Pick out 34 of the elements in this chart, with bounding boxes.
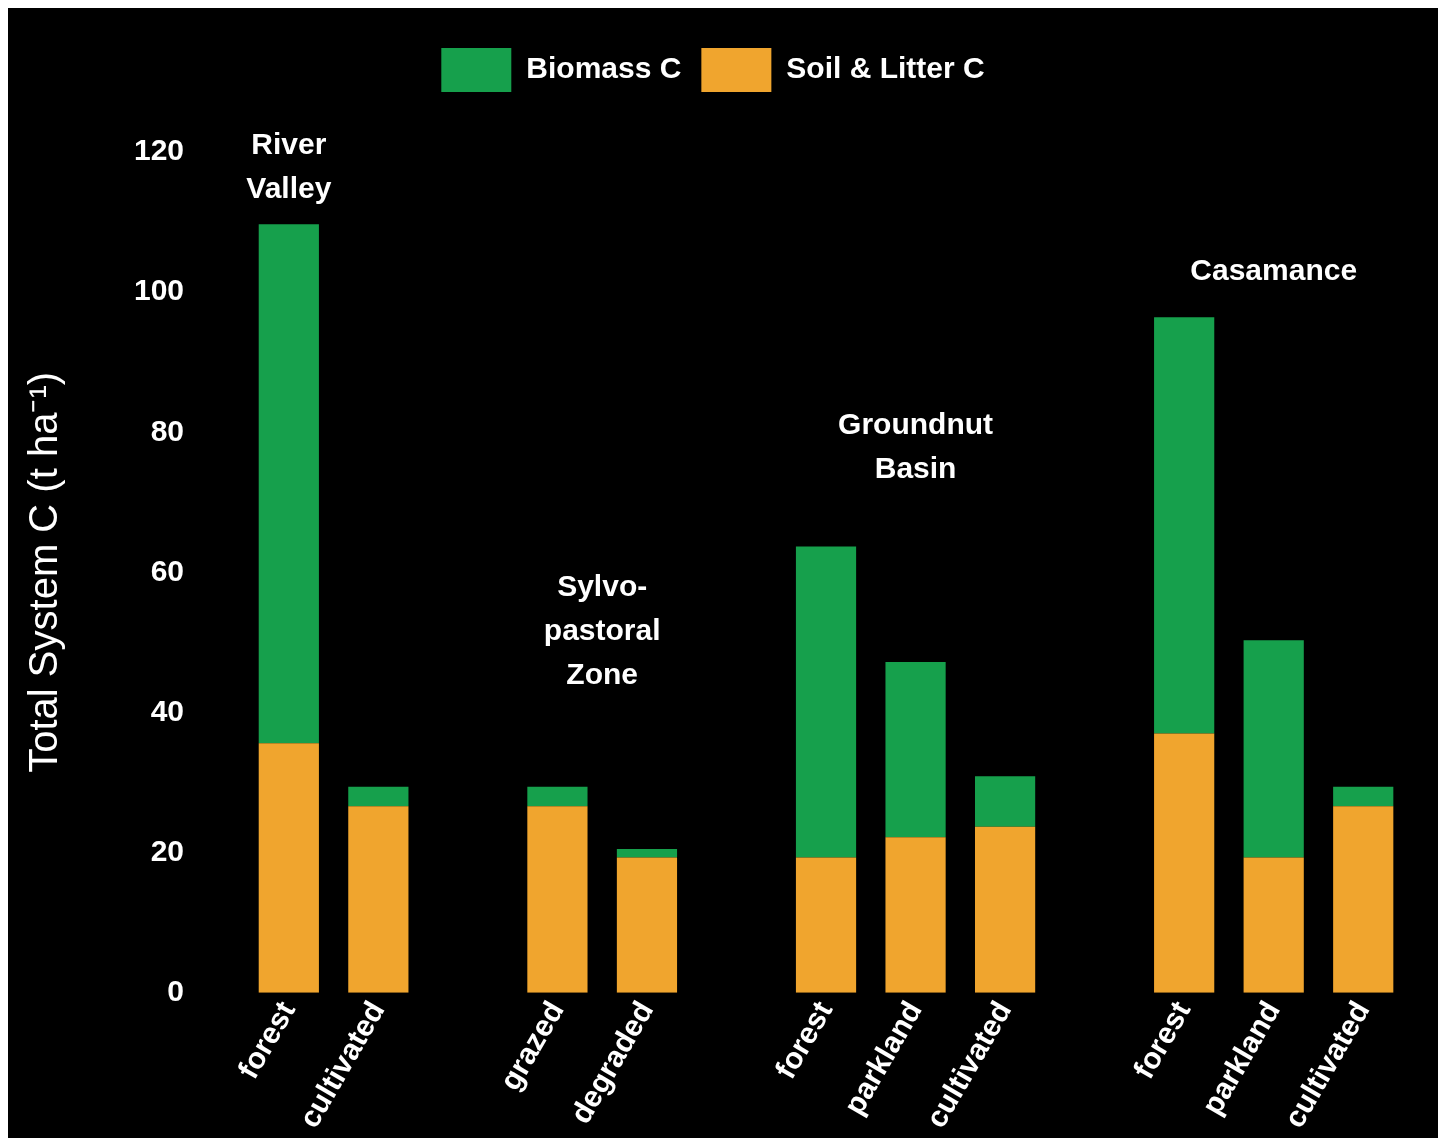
bar <box>258 743 319 993</box>
y-tick-label: 60 <box>150 553 185 587</box>
legend-label: Biomass C <box>526 51 682 85</box>
bar <box>616 857 678 993</box>
annotation: River Valley <box>246 127 332 205</box>
bar <box>1154 317 1215 734</box>
bar <box>1154 733 1215 993</box>
bar <box>795 546 857 858</box>
bar <box>616 849 678 858</box>
bar <box>974 776 1036 827</box>
bar <box>258 224 319 744</box>
bar <box>1333 806 1394 993</box>
bar <box>527 806 588 993</box>
y-tick-label: 0 <box>167 973 185 1007</box>
annotation: Casamance <box>1190 253 1358 287</box>
y-axis-title: Total System C (t ha⁻¹) <box>21 371 66 773</box>
bar <box>1333 786 1394 807</box>
legend-label: Soil & Litter C <box>786 51 985 85</box>
bar <box>1243 640 1304 858</box>
y-tick-label: 100 <box>133 273 185 307</box>
y-tick-label: 20 <box>150 833 185 867</box>
bar <box>885 837 946 993</box>
y-tick-label: 80 <box>150 413 185 447</box>
bar <box>974 826 1036 993</box>
bar <box>885 662 946 838</box>
annotation: Groundnut Basin <box>838 407 994 485</box>
annotation: Sylvo-pastoral Zone <box>543 568 661 690</box>
y-tick-label: 40 <box>150 693 185 727</box>
bar <box>348 786 409 807</box>
bar <box>348 806 409 993</box>
bar <box>527 786 588 807</box>
y-tick-label: 120 <box>133 133 185 167</box>
bar <box>1243 857 1304 993</box>
bar <box>795 857 857 993</box>
